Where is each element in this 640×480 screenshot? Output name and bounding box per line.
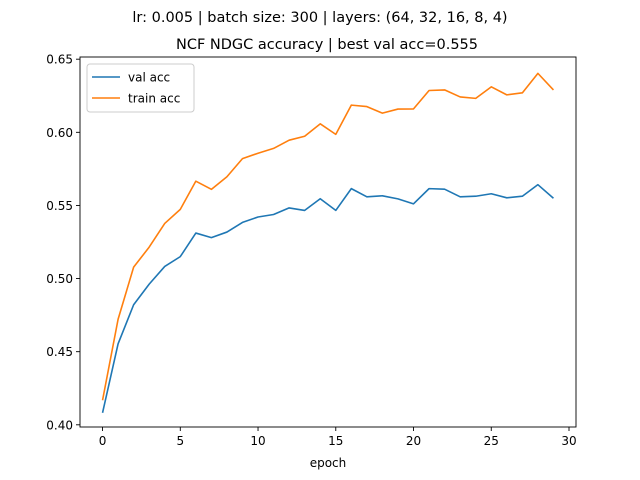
x-tick-label: 20 [406, 434, 421, 448]
x-tick-label: 0 [99, 434, 107, 448]
legend: val acc train acc [86, 63, 195, 113]
x-tick-label: 15 [328, 434, 343, 448]
y-tick-label: 0.65 [46, 53, 73, 67]
x-tick-label: 10 [250, 434, 265, 448]
y-tick-label: 0.50 [46, 272, 73, 286]
x-tick-label: 5 [176, 434, 184, 448]
y-tick-label: 0.60 [46, 126, 73, 140]
series-line-1 [101, 72, 555, 401]
x-tick-label: 30 [561, 434, 576, 448]
y-tick-label: 0.40 [46, 418, 73, 432]
legend-label-1: train acc [128, 92, 180, 106]
series-line-0 [101, 183, 554, 413]
x-tick-label: 25 [484, 434, 499, 448]
legend-label-0: val acc [128, 71, 170, 85]
x-axis-label: epoch [310, 456, 347, 470]
y-tick-label: 0.55 [46, 199, 73, 213]
chart-title: NCF NDGC accuracy | best val acc=0.555 [176, 37, 478, 53]
y-tick-label: 0.45 [46, 345, 73, 359]
legend-box [86, 63, 195, 113]
plot-frame [79, 56, 577, 428]
chart-suptitle: lr: 0.005 | batch size: 300 | layers: (6… [132, 10, 507, 26]
